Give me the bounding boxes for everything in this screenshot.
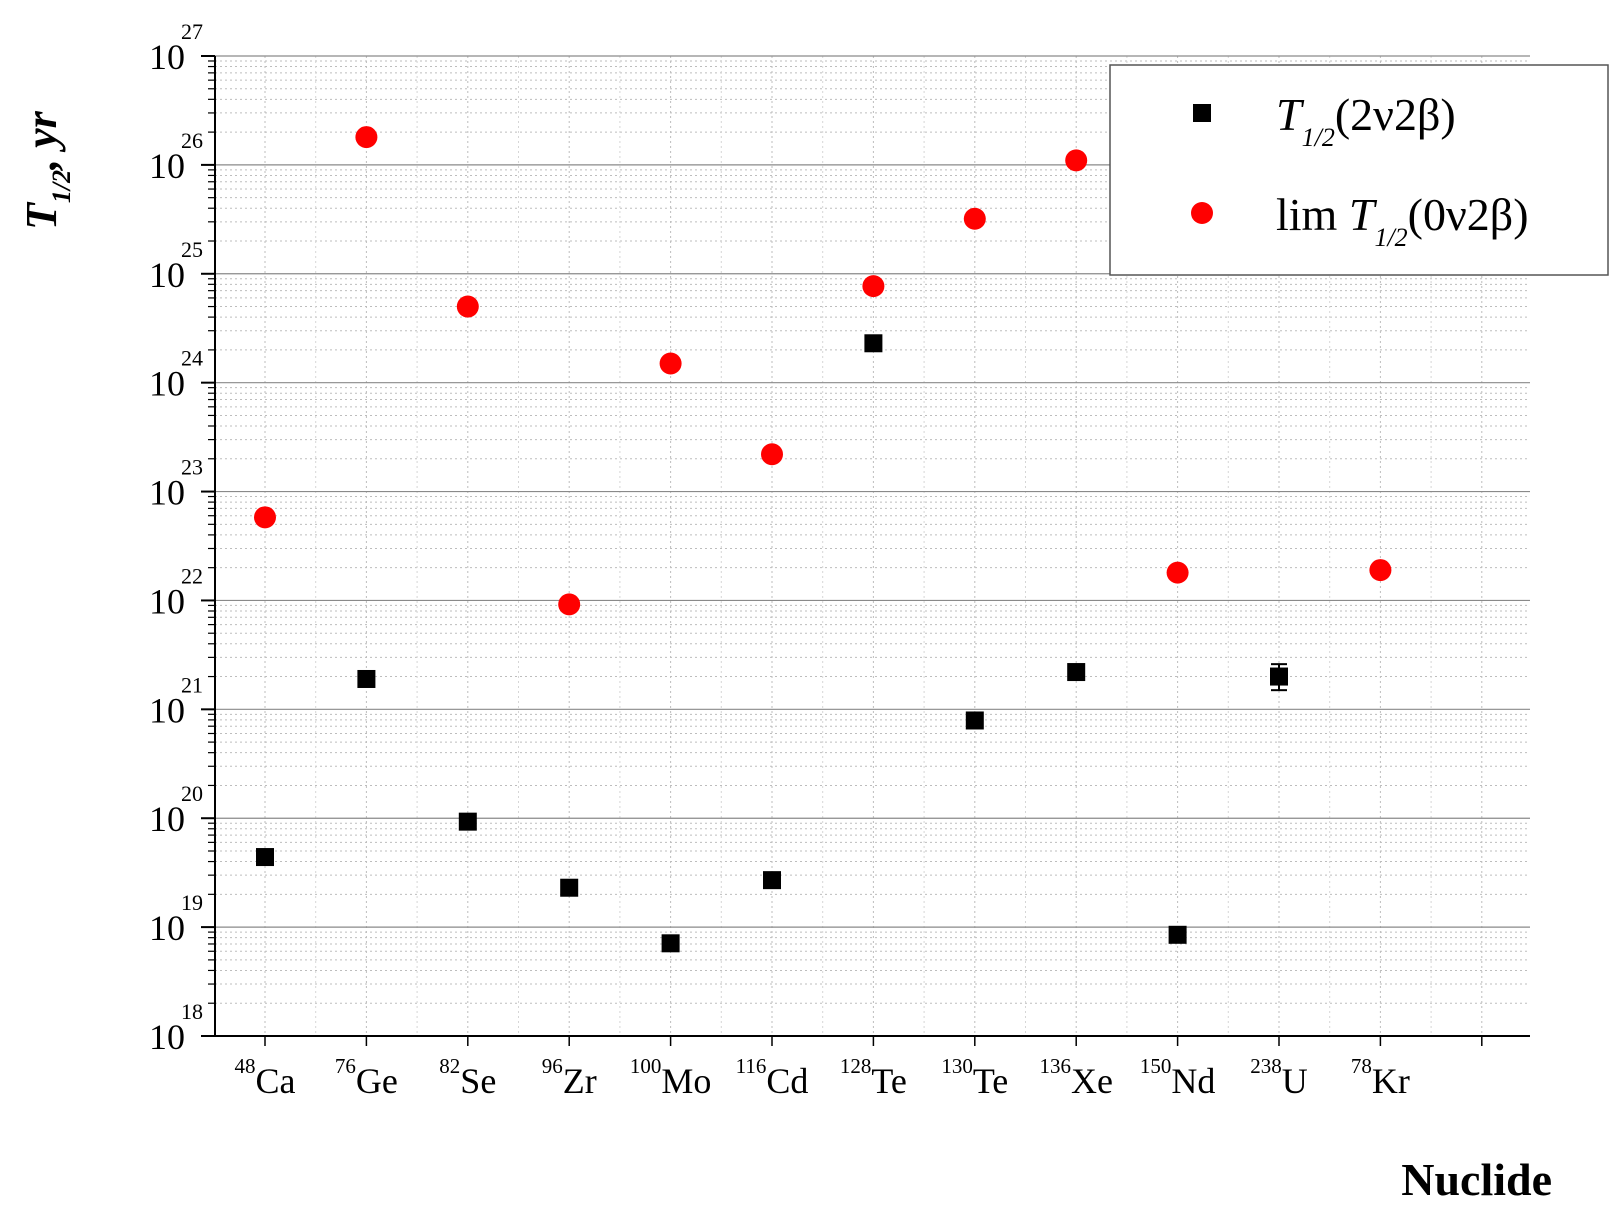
y-tick-label: 1024 [149,346,203,404]
axes: 1018 1019 1020 1021 1022 1023 1024 1025 1026 1027… [149,19,1530,1101]
x-tick-label: 76Ge [335,1054,398,1101]
data-point-square [661,934,680,953]
legend-box [1109,64,1609,276]
y-tick-label: 1025 [149,237,203,295]
x-tick-label: 150Nd [1140,1054,1216,1101]
x-tick-label: 136Xe [1039,1054,1112,1101]
data-point-square [458,812,477,831]
legend-label: T1/2(2ν2β) [1276,89,1456,152]
y-axis-title: T1/2, yr [17,110,76,230]
data-point-circle [659,352,682,375]
x-tick-label: 48Ca [235,1054,296,1101]
data-point-square [965,711,984,730]
x-tick-label: 78Kr [1351,1054,1410,1101]
data-point-circle [355,126,378,149]
y-tick-label: 1027 [149,19,203,77]
data-point-circle [254,506,276,529]
x-axis-title: Nuclide [1401,1154,1552,1205]
y-tick-label: 1022 [149,563,203,621]
data-point-circle [963,207,986,230]
data-point-circle [761,443,783,466]
legend: T1/2(2ν2β) lim T1/2(0ν2β) [1109,64,1609,276]
x-tick-label: 130Te [941,1054,1008,1101]
x-tick-label: 116Cd [736,1054,809,1101]
data-point-square [357,669,376,688]
data-point-circle [862,275,885,298]
x-tick-label: 238U [1250,1054,1308,1101]
data-point-square [256,848,274,867]
legend-label: lim T1/2(0ν2β) [1276,189,1529,252]
y-tick-label: 1023 [149,455,203,513]
y-tick-label: 1018 [149,999,203,1057]
data-point-square [560,878,579,897]
data-point-circle [1166,561,1189,584]
data-point-square [763,871,781,890]
data-point-circle [1369,559,1392,582]
legend-marker-square [1193,104,1211,122]
axis-labels: T1/2, yr Nuclide [17,110,1552,1205]
y-tick-label: 1021 [149,672,203,730]
x-tick-label: 128Te [840,1054,907,1101]
data-point-circle [558,593,581,616]
x-tick-label: 82Se [439,1054,496,1101]
y-tick-label: 1020 [149,781,203,839]
data-points [254,126,1392,953]
data-point-circle [1065,149,1088,172]
data-point-square [1270,667,1288,686]
y-tick-label: 1019 [149,890,203,948]
legend-marker-circle [1191,202,1213,224]
data-point-square [864,334,883,353]
data-point-square [1168,925,1187,944]
y-tick-label: 1026 [149,128,203,186]
x-tick-label: 96Zr [542,1054,597,1101]
data-point-circle [456,295,479,318]
x-tick-label: 100Mo [630,1054,712,1101]
data-point-square [1067,663,1086,682]
